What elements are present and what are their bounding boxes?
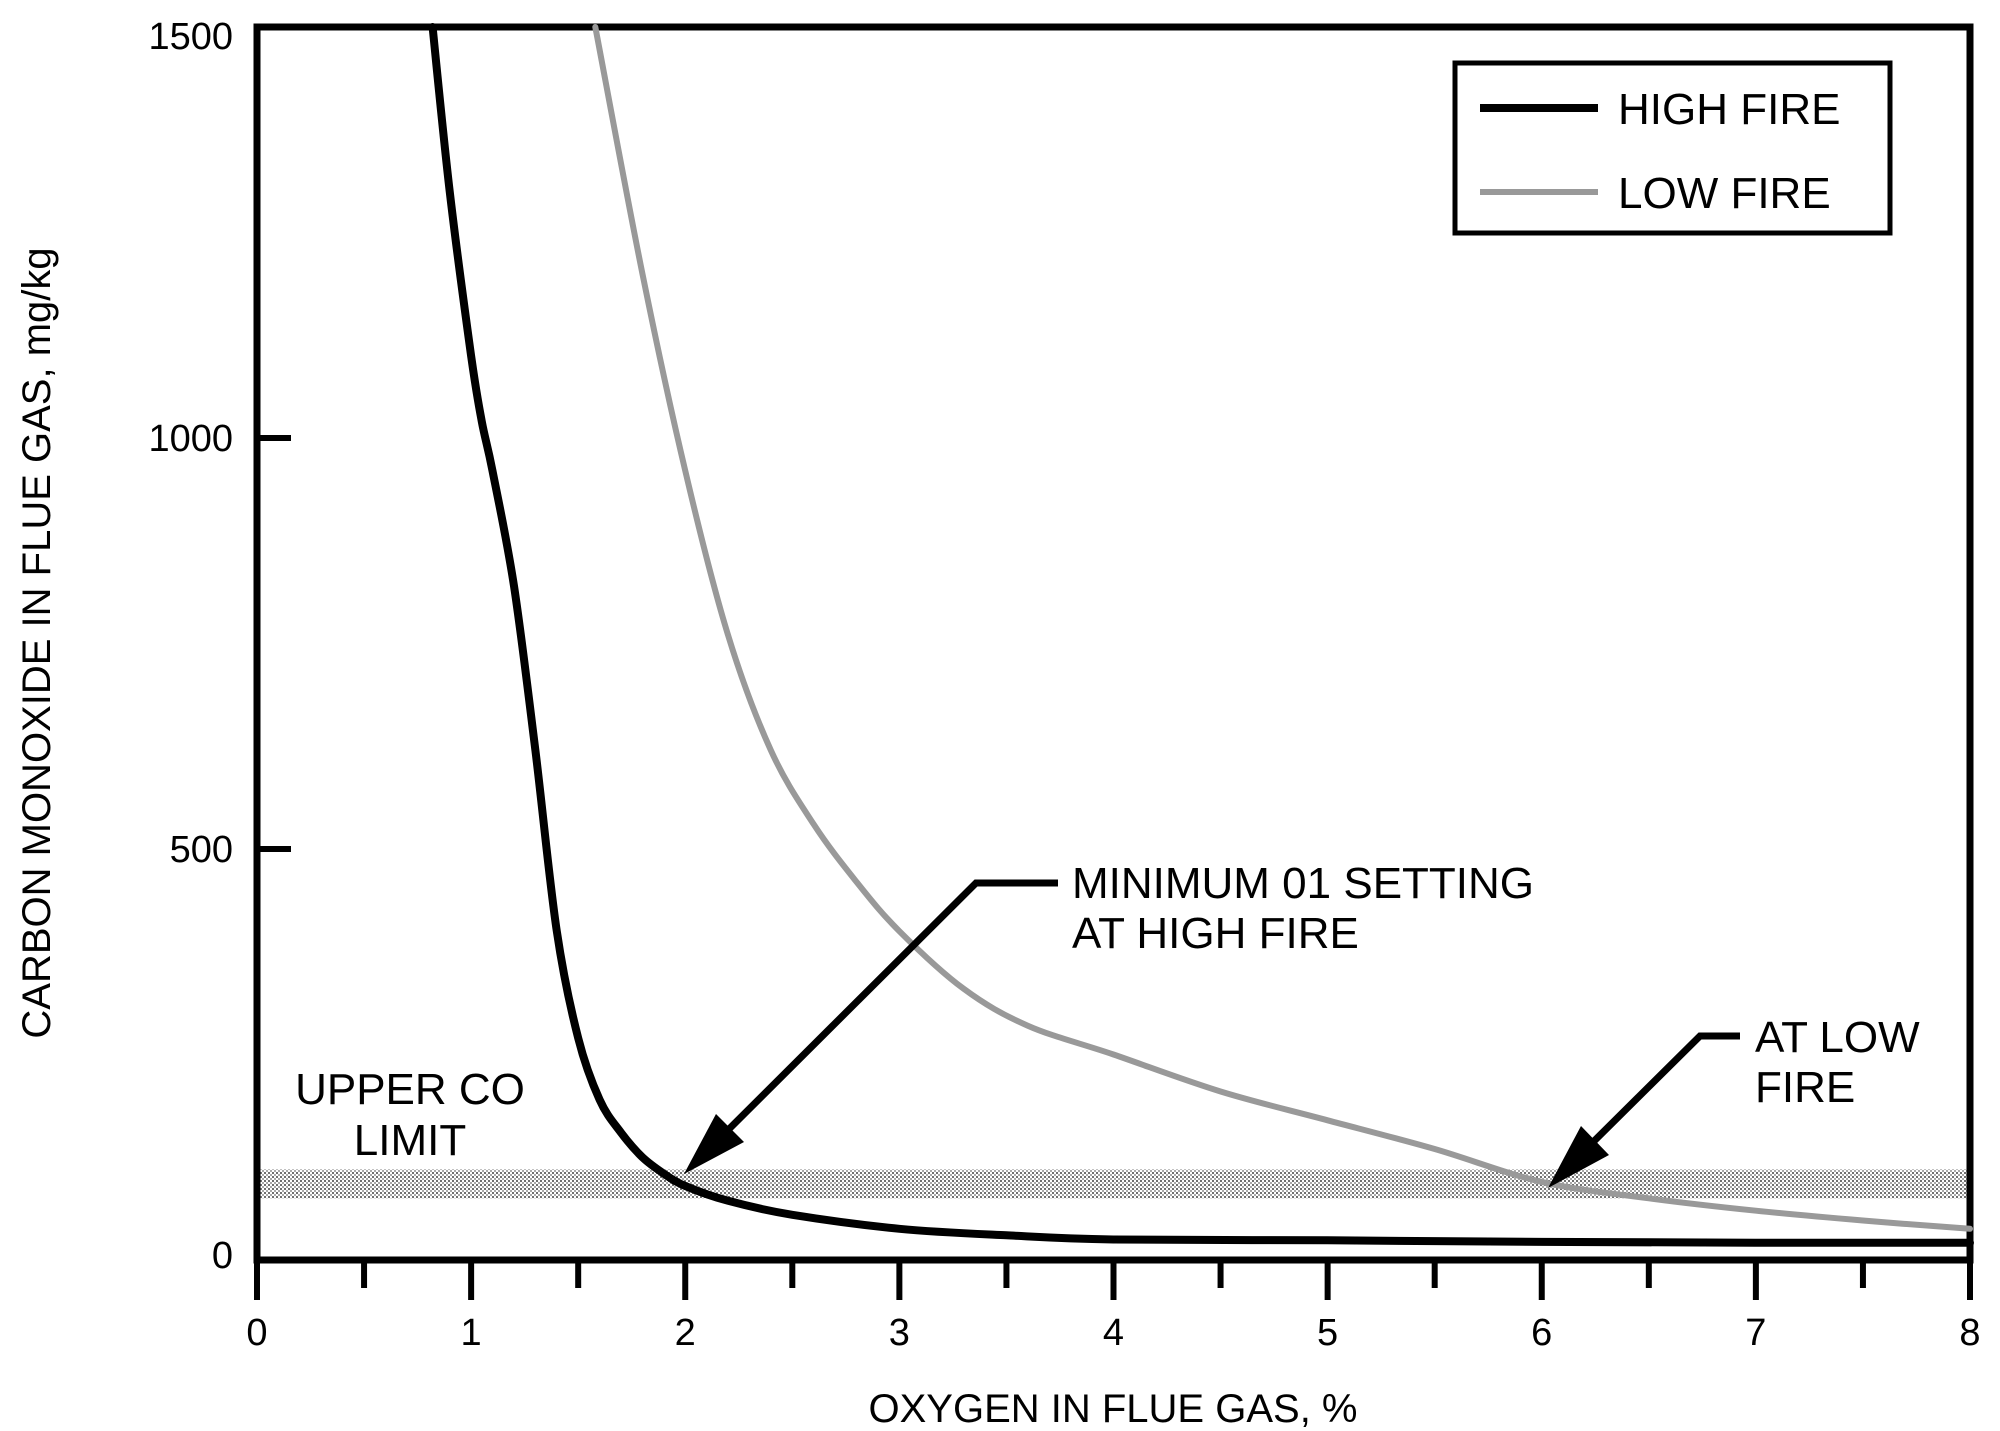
x-tick-label: 0 bbox=[246, 1312, 267, 1354]
min-o2-label-line1: MINIMUM 01 SETTING bbox=[1072, 859, 1534, 908]
x-axis-ticks bbox=[254, 1260, 1973, 1300]
x-tick-label: 4 bbox=[1103, 1312, 1124, 1354]
y-tick-label: 500 bbox=[170, 829, 233, 871]
band-label-line1: UPPER CO bbox=[295, 1065, 525, 1114]
y-tick-label: 0 bbox=[212, 1235, 233, 1277]
y-axis-title: CARBON MONOXIDE IN FLUE GAS, mg/kg bbox=[15, 247, 59, 1038]
min-o2-arrowhead bbox=[684, 1114, 744, 1174]
low-fire-label-line2: FIRE bbox=[1755, 1063, 1855, 1112]
y-axis-ticks bbox=[257, 24, 291, 1263]
legend-label-low-fire: LOW FIRE bbox=[1618, 169, 1831, 218]
min-o2-label-line2: AT HIGH FIRE bbox=[1072, 909, 1359, 958]
legend: HIGH FIRE LOW FIRE bbox=[1452, 60, 1893, 236]
x-tick-label: 2 bbox=[675, 1312, 696, 1354]
x-tick-label: 3 bbox=[889, 1312, 910, 1354]
y-tick-label: 1500 bbox=[148, 16, 233, 58]
upper-co-limit-band bbox=[257, 1169, 1970, 1199]
x-tick-label: 8 bbox=[1959, 1312, 1980, 1354]
low-fire-arrowhead bbox=[1548, 1126, 1609, 1188]
legend-box bbox=[1452, 60, 1893, 236]
y-axis-tick-labels: 0 500 1000 1500 bbox=[148, 16, 233, 1277]
x-axis-tick-labels: 0 1 2 3 4 5 6 7 8 bbox=[246, 1312, 1980, 1354]
x-tick-label: 7 bbox=[1745, 1312, 1766, 1354]
min-o2-leader-line bbox=[713, 879, 1058, 1145]
low-fire-label-line1: AT LOW bbox=[1755, 1013, 1920, 1062]
low-fire-leader-line bbox=[1578, 1032, 1740, 1157]
legend-label-high-fire: HIGH FIRE bbox=[1618, 85, 1840, 134]
x-tick-label: 1 bbox=[461, 1312, 482, 1354]
x-axis-title: OXYGEN IN FLUE GAS, % bbox=[868, 1387, 1357, 1431]
series-line-high-fire bbox=[428, 23, 1974, 1247]
x-tick-label: 5 bbox=[1317, 1312, 1338, 1354]
x-tick-label: 6 bbox=[1531, 1312, 1552, 1354]
band-label-line2: LIMIT bbox=[354, 1116, 466, 1165]
series-line-low-fire bbox=[592, 24, 1973, 1232]
y-tick-label: 1000 bbox=[148, 418, 233, 460]
